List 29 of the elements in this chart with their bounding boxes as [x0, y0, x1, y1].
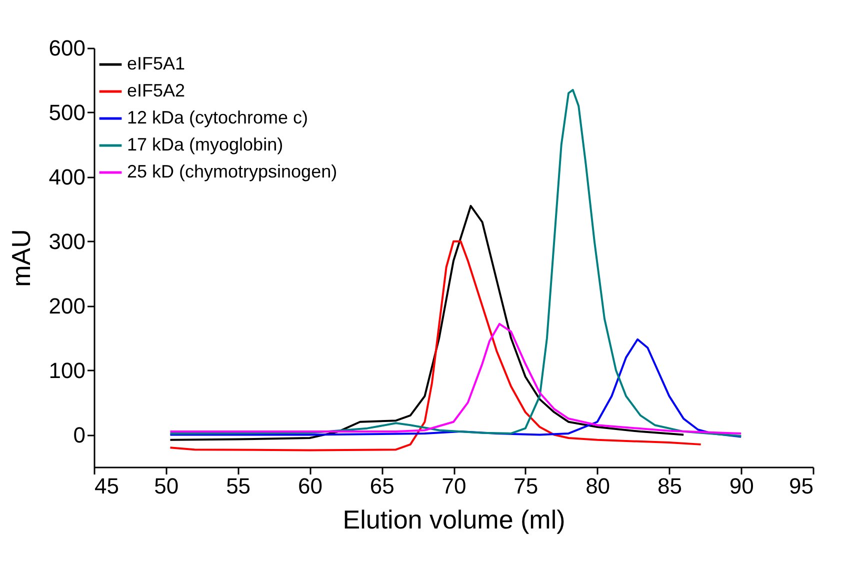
legend-label: eIF5A2: [127, 80, 186, 100]
x-tick-label: 65: [370, 474, 394, 498]
y-tick-label: 0: [73, 422, 86, 448]
y-tick-label: 300: [48, 228, 86, 254]
y-tick-label: 100: [48, 358, 86, 383]
legend-label: eIF5A1: [127, 54, 186, 74]
y-tick-label: 200: [48, 293, 86, 318]
y-tick-label: 600: [48, 36, 86, 60]
line-series: [169, 240, 702, 452]
line-series: [169, 322, 742, 434]
x-tick-label: 55: [226, 474, 251, 498]
x-tick-label: 60: [298, 474, 322, 498]
x-tick-label: 90: [729, 474, 754, 498]
x-tick-label: 70: [442, 474, 466, 498]
legend-label: 25 kD (chymotrypsinogen): [127, 162, 338, 182]
y-tick-label: 500: [48, 100, 86, 125]
x-tick-label: 85: [657, 474, 682, 498]
line-series: [169, 338, 742, 438]
x-tick-label: 95: [789, 474, 814, 498]
y-tick-label: 400: [48, 164, 86, 190]
legend-label: 17 kDa (myoglobin): [127, 134, 284, 154]
line-series: [169, 204, 685, 441]
x-tick-label: 50: [154, 474, 179, 498]
x-axis-title: Elution volume (ml): [342, 504, 566, 534]
x-tick-label: 75: [514, 474, 538, 498]
legend-label: 12 kDa (cytochrome c): [127, 108, 308, 128]
x-tick-label: 80: [586, 474, 610, 498]
y-axis-title: mAU: [6, 229, 36, 287]
x-tick-label: 45: [94, 474, 119, 498]
